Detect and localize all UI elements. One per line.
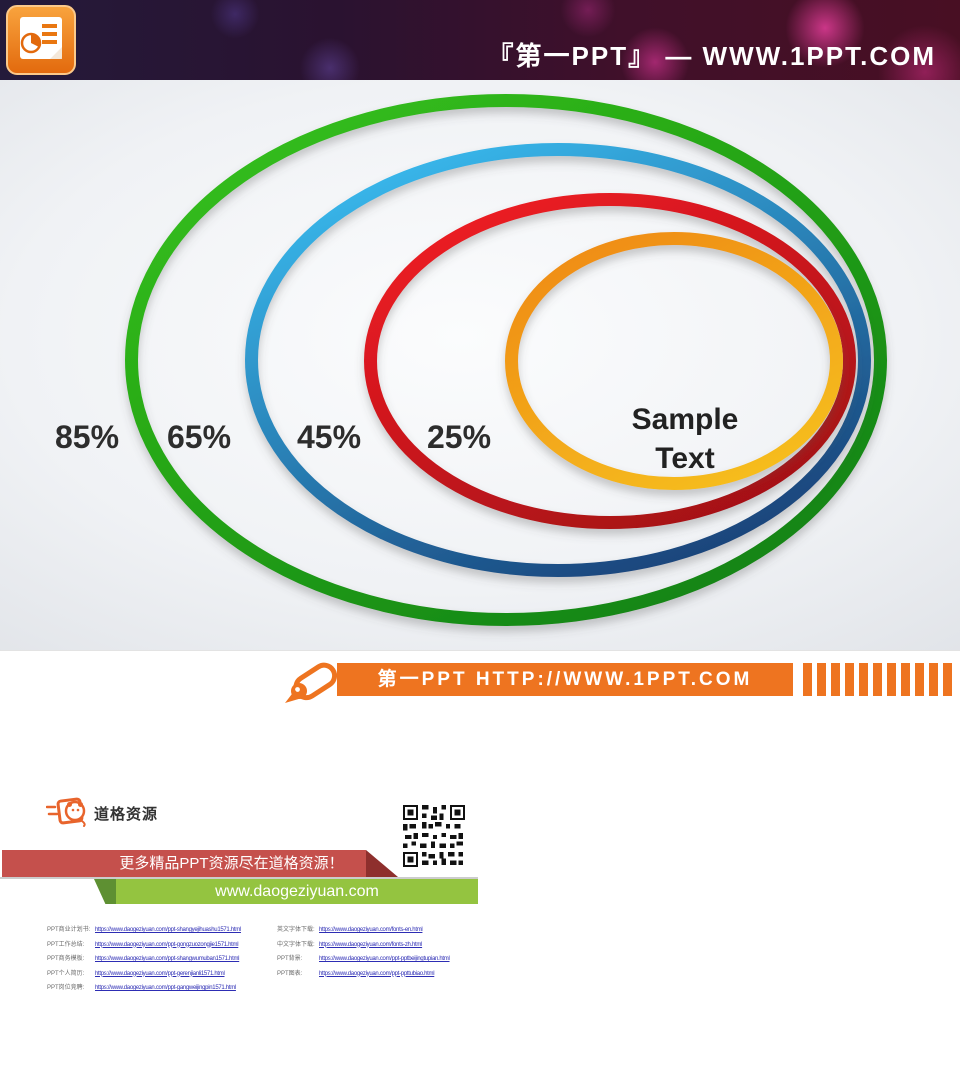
orange-bars <box>803 663 957 696</box>
link-label: PPT商务模板: <box>47 956 85 962</box>
ring-value-85: 85% <box>55 419 120 455</box>
link-url[interactable]: https://www.daogeziyuan.com/ppt-gerenjia… <box>95 970 225 977</box>
red-promo-banner: 更多精品PPT资源尽在道格资源！ <box>2 850 366 877</box>
link-label: PPT个人简历: <box>47 970 85 977</box>
link-url[interactable]: https://www.daogeziyuan.com/ppt-gongzuoz… <box>95 941 239 948</box>
sample-text: Sample Text <box>585 400 785 478</box>
link-url[interactable]: https://www.daogeziyuan.com/ppt-shangyej… <box>95 927 241 933</box>
ring-value-45: 45% <box>297 419 362 455</box>
site-brand-text: 『第一PPT』 — WWW.1PPT.COM <box>487 41 936 71</box>
link-label: PPT商业计划书: <box>47 927 91 933</box>
ring-orange <box>505 232 843 490</box>
link-row: PPT岗位竞聘: https://www.daogeziyuan.com/ppt… <box>47 981 241 996</box>
link-label: PPT工作总结: <box>47 941 85 948</box>
link-row: PPT工作总结: https://www.daogeziyuan.com/ppt… <box>47 938 241 953</box>
link-url[interactable]: https://www.daogeziyuan.com/ppt-shangwum… <box>95 956 240 962</box>
orange-bar <box>817 663 826 696</box>
orange-bar <box>929 663 938 696</box>
link-url[interactable]: https://www.daogeziyuan.com/fonts-en.htm… <box>319 927 423 933</box>
slide-area: 85% 65% 45% 25% Sample Text <box>0 80 960 651</box>
orange-bar <box>887 663 896 696</box>
links-column-left: PPT商业计划书: https://www.daogeziyuan.com/pp… <box>47 923 241 996</box>
link-url[interactable]: https://www.daogeziyuan.com/fonts-zh.htm… <box>319 941 423 948</box>
orange-bar <box>943 663 952 696</box>
link-label: PPT图表: <box>277 970 303 977</box>
link-row: PPT背景: https://www.daogeziyuan.com/ppt-p… <box>277 952 450 967</box>
link-label: 中文字体下载: <box>277 941 315 948</box>
ring-value-25: 25% <box>427 419 492 455</box>
qr-code <box>403 805 465 867</box>
link-url[interactable]: https://www.daogeziyuan.com/ppt-gangweij… <box>95 985 236 991</box>
orange-bar <box>873 663 882 696</box>
pen-icon <box>285 662 338 703</box>
link-row: PPT图表: https://www.daogeziyuan.com/ppt-p… <box>277 967 450 982</box>
orange-bar <box>915 663 924 696</box>
link-row: PPT商业计划书: https://www.daogeziyuan.com/pp… <box>47 923 241 938</box>
link-url[interactable]: https://www.daogeziyuan.com/ppt-ppttubia… <box>319 970 435 977</box>
ring-value-65: 65% <box>167 419 232 455</box>
link-row: 英文字体下载: https://www.daogeziyuan.com/font… <box>277 923 450 938</box>
orange-bar <box>901 663 910 696</box>
nested-ellipses-diagram <box>125 94 887 626</box>
daoge-logo-icon <box>46 797 86 827</box>
banner-divider-line <box>0 877 478 879</box>
link-label: PPT背景: <box>277 956 303 962</box>
orange-bar <box>845 663 854 696</box>
orange-bar <box>803 663 812 696</box>
link-label: PPT岗位竞聘: <box>47 985 85 991</box>
ring-blue <box>245 143 871 577</box>
link-row: PPT个人简历: https://www.daogeziyuan.com/ppt… <box>47 967 241 982</box>
powerpoint-icon <box>6 5 76 75</box>
red-banner-fold <box>366 850 398 877</box>
header-banner: 『第一PPT』 — WWW.1PPT.COM <box>0 0 960 80</box>
orange-bar <box>831 663 840 696</box>
link-label: 英文字体下载: <box>277 927 315 933</box>
links-column-right: 英文字体下载: https://www.daogeziyuan.com/font… <box>277 923 450 981</box>
orange-bar <box>859 663 868 696</box>
ribbon-url-banner: 第一PPT HTTP://WWW.1PPT.COM <box>337 663 793 696</box>
link-url[interactable]: https://www.daogeziyuan.com/ppt-pptbeiji… <box>319 956 450 962</box>
ring-red <box>364 193 856 529</box>
link-row: 中文字体下载: https://www.daogeziyuan.com/font… <box>277 938 450 953</box>
ribbon-row: 第一PPT HTTP://WWW.1PPT.COM <box>0 655 960 710</box>
sample-text-line1: Sample <box>631 403 739 436</box>
green-url-banner: www.daogeziyuan.com <box>116 879 478 904</box>
ring-green <box>125 94 887 626</box>
link-row: PPT商务模板: https://www.daogeziyuan.com/ppt… <box>47 952 241 967</box>
daoge-brand-text: 道格资源 <box>94 806 159 823</box>
sample-text-line2: Text <box>655 442 715 475</box>
